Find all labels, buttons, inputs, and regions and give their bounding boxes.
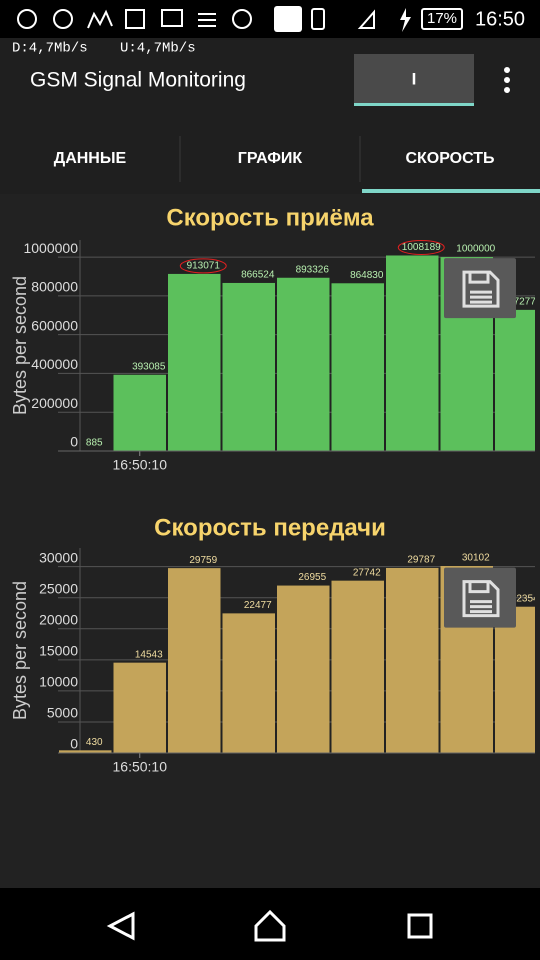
bar [277,585,330,753]
y-tick-label: 20000 [39,611,78,627]
save-button[interactable] [444,258,516,319]
value-label: 913071 [187,261,221,272]
chart: Скорость приёма Bytes per second 885 393085… [10,204,540,473]
value-labels: 885 393085 913071 866524 893326 864830 1008189… [86,239,540,448]
bar [331,580,384,753]
battery-level: 17% [427,10,457,27]
status-icons [17,8,463,30]
value-label: 14543 [135,649,163,660]
value-label: 26955 [298,572,326,583]
button-underline [354,103,474,106]
y-axis-label: Bytes per second [10,581,30,720]
download-speed: D:4,7Mb/s [12,41,88,57]
bar [222,282,275,451]
home-button[interactable] [254,909,286,942]
value-label: 885 [86,437,103,448]
charging-icon [400,8,411,32]
bar [113,662,166,753]
value-label: 29759 [189,555,217,566]
value-label: 1008189 [402,242,441,253]
highlight-ring [179,258,227,274]
value-label: 430 [86,737,103,748]
y-axis-label: Bytes per second [10,276,30,415]
bar [331,283,384,451]
bar [168,568,221,753]
y-tick-label: 600000 [31,317,78,333]
value-label: 27742 [353,567,381,578]
bar [113,374,166,451]
value-label: 893326 [296,264,330,275]
bars [59,255,535,451]
y-tick-label: 15000 [39,643,78,659]
value-label: 22477 [244,600,272,611]
y-tick-label: 25000 [39,580,78,596]
tab-label[interactable]: СКОРОСТЬ [405,150,494,167]
app-title: GSM Signal Monitoring [30,69,246,92]
save-button[interactable] [444,567,516,628]
plot: 885 393085 913071 866524 893326 864830 1008189… [59,239,540,451]
save-bg [444,567,516,628]
bar [168,273,221,451]
bar [495,606,535,753]
back-button[interactable] [106,911,135,941]
x-tick-label: 16:50:10 [113,759,168,775]
value-label: 1000000 [456,244,495,255]
y-tick-label: 30000 [39,549,78,565]
highlight-ring [397,239,445,255]
nav-bar [0,888,540,960]
value-labels: 430 14543 29759 22477 26955 27742 29787 30102 23… [86,553,540,748]
value-label: 393085 [132,361,166,372]
y-tick-label: 800000 [31,279,78,295]
tab-label[interactable]: ДАННЫЕ [54,150,127,167]
overflow-menu[interactable] [504,67,510,93]
tab-label[interactable]: ГРАФИК [238,150,303,167]
value-label: 866524 [241,270,275,281]
save-icon [462,270,500,308]
tab-indicator [362,189,540,193]
chart: Скорость передачи Bytes per second 430 1454… [10,514,540,775]
wifi-icon [274,6,302,32]
bar [277,277,330,451]
status-bar [0,0,540,38]
y-tick-label: 10000 [39,674,78,690]
bar [386,567,439,753]
clock: 16:50 [475,8,525,30]
value-label: 23548 [516,593,540,604]
y-tick-label: 0 [70,736,78,752]
chart-title: Скорость приёма [166,204,374,231]
y-tick-label: 5000 [47,705,78,721]
recents-button[interactable] [407,913,433,939]
plot: 430 14543 29759 22477 26955 27742 29787 30102 23… [59,553,540,753]
bars [59,566,535,753]
value-label: 727728 [514,297,540,308]
bar [386,255,439,451]
save-icon [462,580,500,618]
value-label: 864830 [350,270,384,281]
y-tick-label: 0 [70,434,78,450]
bar [59,750,112,753]
y-tick-label: 400000 [31,356,78,372]
chart-title: Скорость передачи [154,514,386,541]
y-tick-label: 200000 [31,395,78,411]
save-bg [444,258,516,319]
value-label: 29787 [407,555,435,566]
bar [222,613,275,753]
upload-speed: U:4,7Mb/s [120,41,196,57]
y-tick-label: 1000000 [23,240,78,256]
button-label: I [412,69,417,88]
bar [495,309,535,451]
x-tick-label: 16:50:10 [113,457,168,473]
value-label: 30102 [462,553,490,564]
toggle-button[interactable] [354,54,474,104]
